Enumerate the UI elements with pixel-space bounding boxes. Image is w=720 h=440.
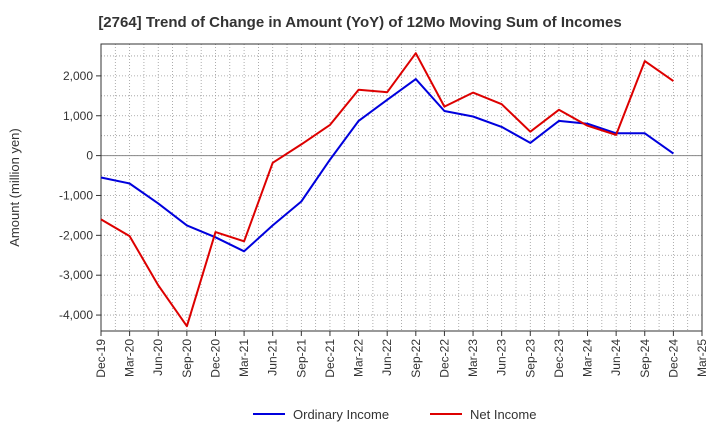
x-tick-label: Mar-23 (466, 339, 480, 377)
grid-lines (100, 44, 703, 331)
x-tick-label: Sep-24 (638, 339, 652, 378)
y-tick-label: -2,000 (59, 228, 93, 242)
x-tick-label: Dec-21 (323, 339, 337, 378)
legend-label: Net Income (470, 407, 536, 422)
y-tick-label: -4,000 (59, 308, 93, 322)
x-tick-label: Jun-24 (609, 339, 623, 376)
x-tick-label: Sep-23 (523, 339, 537, 378)
series-line-net-income (100, 52, 674, 328)
x-tick-label: Dec-23 (552, 339, 566, 378)
y-tick-label: 2,000 (63, 69, 93, 83)
x-axis: Dec-19 Mar-20 Jun-20 Sep-20 Dec-20 Mar-21 Jun-… (94, 331, 709, 378)
plot-border (100, 43, 703, 332)
chart-title: [2764] Trend of Change in Amount (YoY) o… (98, 14, 622, 31)
legend: Ordinary Income Net Income (253, 407, 536, 422)
y-axis: -4,000 -3,000 -2,000 -1,000 0 1,000 2,000 (59, 69, 101, 322)
x-tick-label: Mar-24 (581, 339, 595, 377)
x-tick-label: Mar-25 (695, 339, 709, 377)
x-tick-label: Dec-22 (437, 339, 451, 378)
x-tick-label: Jun-20 (151, 339, 165, 376)
x-tick-label: Mar-21 (237, 339, 251, 377)
x-tick-label: Dec-19 (94, 339, 108, 378)
x-tick-label: Sep-21 (294, 339, 308, 378)
x-tick-label: Mar-20 (123, 339, 137, 377)
series-line-ordinary-income (100, 78, 674, 253)
x-tick-label: Mar-22 (352, 339, 366, 377)
x-tick-label: Dec-24 (666, 339, 680, 378)
x-tick-label: Jun-23 (495, 339, 509, 376)
x-tick-label: Jun-22 (380, 339, 394, 376)
y-tick-label: -3,000 (59, 268, 93, 282)
x-tick-label: Sep-20 (180, 339, 194, 378)
plot-area (101, 44, 702, 331)
y-tick-label: 1,000 (63, 109, 93, 123)
y-axis-label: Amount (million yen) (7, 128, 22, 247)
x-tick-label: Sep-22 (409, 339, 423, 378)
y-tick-label: 0 (86, 149, 93, 163)
legend-label: Ordinary Income (293, 407, 389, 422)
y-tick-label: -1,000 (59, 188, 93, 202)
x-tick-label: Jun-21 (266, 339, 280, 376)
x-tick-label: Dec-20 (208, 339, 222, 378)
